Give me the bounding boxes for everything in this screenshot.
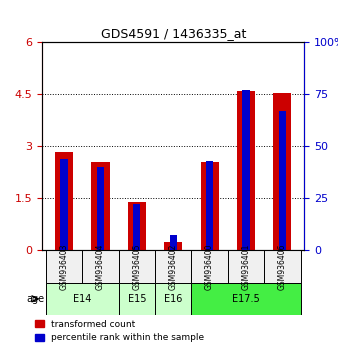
FancyBboxPatch shape — [228, 250, 264, 282]
Bar — [55, 152, 73, 250]
Text: GSM936405: GSM936405 — [132, 243, 141, 290]
Bar — [97, 167, 104, 250]
Text: GSM936401: GSM936401 — [241, 243, 250, 290]
Text: E14: E14 — [73, 294, 92, 304]
Bar — [91, 162, 110, 250]
Text: E17.5: E17.5 — [232, 294, 260, 304]
Bar — [237, 91, 255, 250]
Bar — [164, 241, 182, 250]
FancyBboxPatch shape — [119, 282, 155, 315]
Bar — [242, 90, 250, 250]
Text: age: age — [26, 294, 44, 304]
Text: GSM936400: GSM936400 — [205, 243, 214, 290]
FancyBboxPatch shape — [264, 250, 300, 282]
Text: GSM936404: GSM936404 — [96, 243, 105, 290]
FancyBboxPatch shape — [191, 250, 228, 282]
Bar — [170, 235, 177, 250]
Title: GDS4591 / 1436335_at: GDS4591 / 1436335_at — [100, 27, 246, 40]
Bar — [128, 202, 146, 250]
Text: E16: E16 — [164, 294, 183, 304]
Text: GSM936403: GSM936403 — [59, 243, 69, 290]
FancyBboxPatch shape — [46, 250, 82, 282]
FancyBboxPatch shape — [155, 250, 191, 282]
Bar — [133, 205, 141, 250]
Bar — [200, 162, 219, 250]
Text: E15: E15 — [127, 294, 146, 304]
Text: GSM936406: GSM936406 — [278, 243, 287, 290]
Bar — [279, 111, 286, 250]
FancyBboxPatch shape — [46, 282, 119, 315]
Bar — [206, 161, 213, 250]
FancyBboxPatch shape — [119, 250, 155, 282]
FancyBboxPatch shape — [155, 282, 191, 315]
Bar — [61, 159, 68, 250]
Text: GSM936402: GSM936402 — [169, 243, 178, 290]
Legend: transformed count, percentile rank within the sample: transformed count, percentile rank withi… — [31, 316, 208, 346]
Bar — [273, 93, 291, 250]
FancyBboxPatch shape — [191, 282, 300, 315]
FancyBboxPatch shape — [82, 250, 119, 282]
